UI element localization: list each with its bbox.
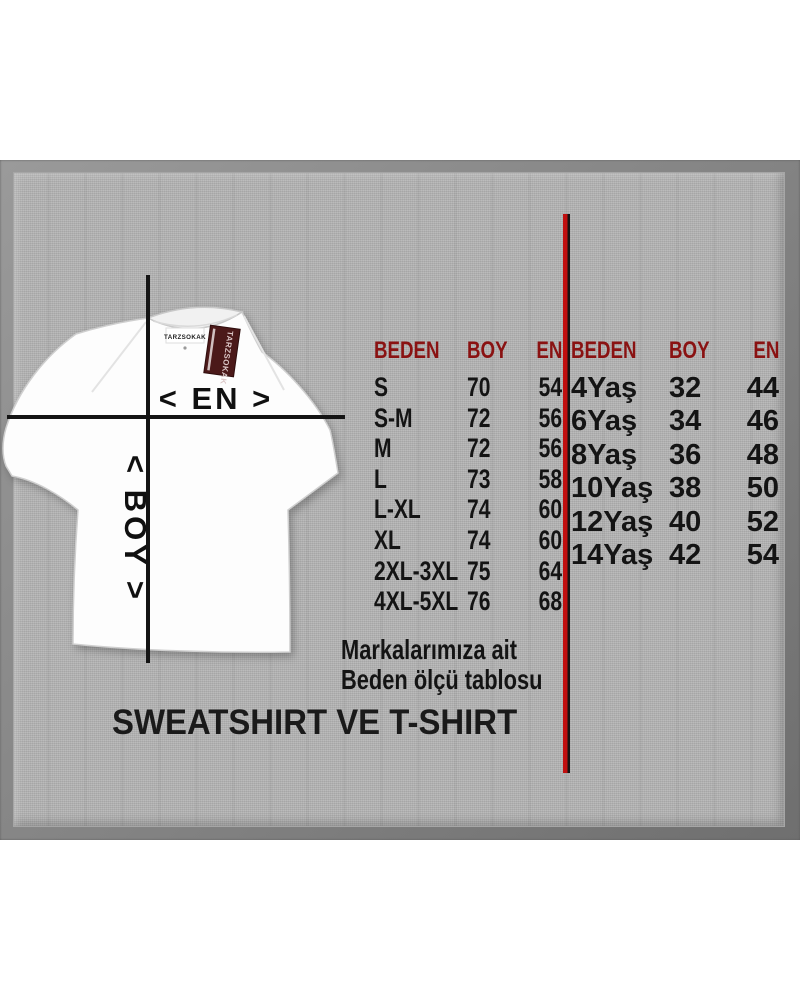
length-cell: 75	[467, 555, 491, 586]
kids-header-width: EN	[752, 337, 779, 364]
length-cell: 76	[467, 586, 491, 617]
width-cell: 46	[746, 405, 779, 438]
brand-note: Markalarımıza ait Beden ölçü tablosu	[341, 635, 571, 695]
length-cell: 70	[467, 372, 491, 402]
size-table-kids: BEDEN BOY EN 4Yaş 32 44 6Yaş 34 46 8Yaş …	[571, 334, 779, 572]
width-cell: 52	[746, 505, 779, 538]
length-cell: 32	[669, 372, 702, 404]
length-cell: 34	[669, 405, 702, 438]
product-title: SWEATSHIRT VE T-SHIRT	[112, 703, 518, 742]
length-cell: 38	[669, 472, 702, 505]
size-cell: XL	[374, 524, 401, 555]
width-cell: 48	[746, 438, 779, 471]
size-cell: 2XL-3XL	[374, 555, 459, 586]
size-cell: 12Yaş	[571, 505, 654, 538]
width-cell: 64	[538, 555, 562, 586]
collar	[146, 306, 244, 330]
width-cell: 56	[538, 402, 562, 433]
brand-note-line2: Beden ölçü tablosu	[341, 664, 543, 695]
size-cell: S	[374, 372, 389, 402]
size-cell: 14Yaş	[571, 538, 654, 571]
size-cell: 8Yaş	[571, 438, 638, 471]
length-cell: 36	[669, 438, 702, 471]
width-cell: 68	[538, 586, 562, 617]
tshirt-illustration: TARZSOKAK TARZSOKAK	[2, 306, 339, 653]
length-cell: 42	[669, 538, 702, 571]
shirt-body	[2, 310, 339, 653]
width-cell: 54	[746, 538, 779, 571]
width-measure-line	[7, 415, 345, 419]
length-measure-line	[146, 275, 150, 663]
size-cell: L	[374, 463, 387, 494]
length-cell: 73	[467, 463, 491, 494]
hang-tag: TARZSOKAK	[203, 324, 241, 385]
neck-label-text: TARZSOKAK	[164, 334, 206, 341]
collar-rib	[152, 314, 238, 328]
length-cell: 72	[467, 402, 491, 433]
size-table-adult: BEDEN BOY EN S 70 54 S-M 72 56 M 72 56 L…	[374, 334, 562, 617]
length-cell: 72	[467, 433, 491, 464]
size-cell: 4XL-5XL	[374, 586, 459, 617]
raglan-seam-left	[91, 321, 147, 393]
width-label: < EN >	[158, 381, 274, 416]
size-cell: S-M	[374, 402, 413, 433]
adult-header-size: BEDEN	[374, 337, 440, 364]
width-cell: 60	[538, 524, 562, 555]
width-cell: 54	[538, 372, 562, 402]
kids-header-size: BEDEN	[571, 337, 637, 364]
neck-label: TARZSOKAK	[164, 327, 206, 350]
size-cell: M	[374, 433, 392, 464]
size-cell: L-XL	[374, 494, 421, 525]
kids-header-length: BOY	[669, 337, 710, 364]
size-mark	[183, 346, 187, 350]
raglan-seam-right	[243, 315, 285, 391]
length-cell: 74	[467, 494, 491, 525]
adult-header-length: BOY	[467, 337, 508, 364]
width-cell: 60	[538, 494, 562, 525]
panel-frame	[0, 160, 800, 840]
length-cell: 40	[669, 505, 702, 538]
adult-header-width: EN	[535, 337, 562, 364]
width-cell: 56	[538, 433, 562, 464]
width-cell: 50	[746, 472, 779, 505]
size-cell: 10Yaş	[571, 472, 654, 505]
width-cell: 44	[746, 372, 779, 404]
length-label: < BOY >	[118, 454, 153, 604]
red-divider-line	[563, 214, 570, 773]
size-cell: 6Yaş	[571, 405, 638, 438]
size-cell: 4Yaş	[571, 372, 638, 404]
brand-note-line1: Markalarımıza ait	[341, 634, 518, 665]
width-cell: 58	[538, 463, 562, 494]
length-cell: 74	[467, 524, 491, 555]
